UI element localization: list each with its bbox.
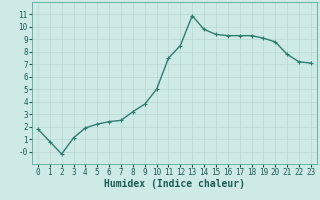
X-axis label: Humidex (Indice chaleur): Humidex (Indice chaleur) bbox=[104, 179, 245, 189]
